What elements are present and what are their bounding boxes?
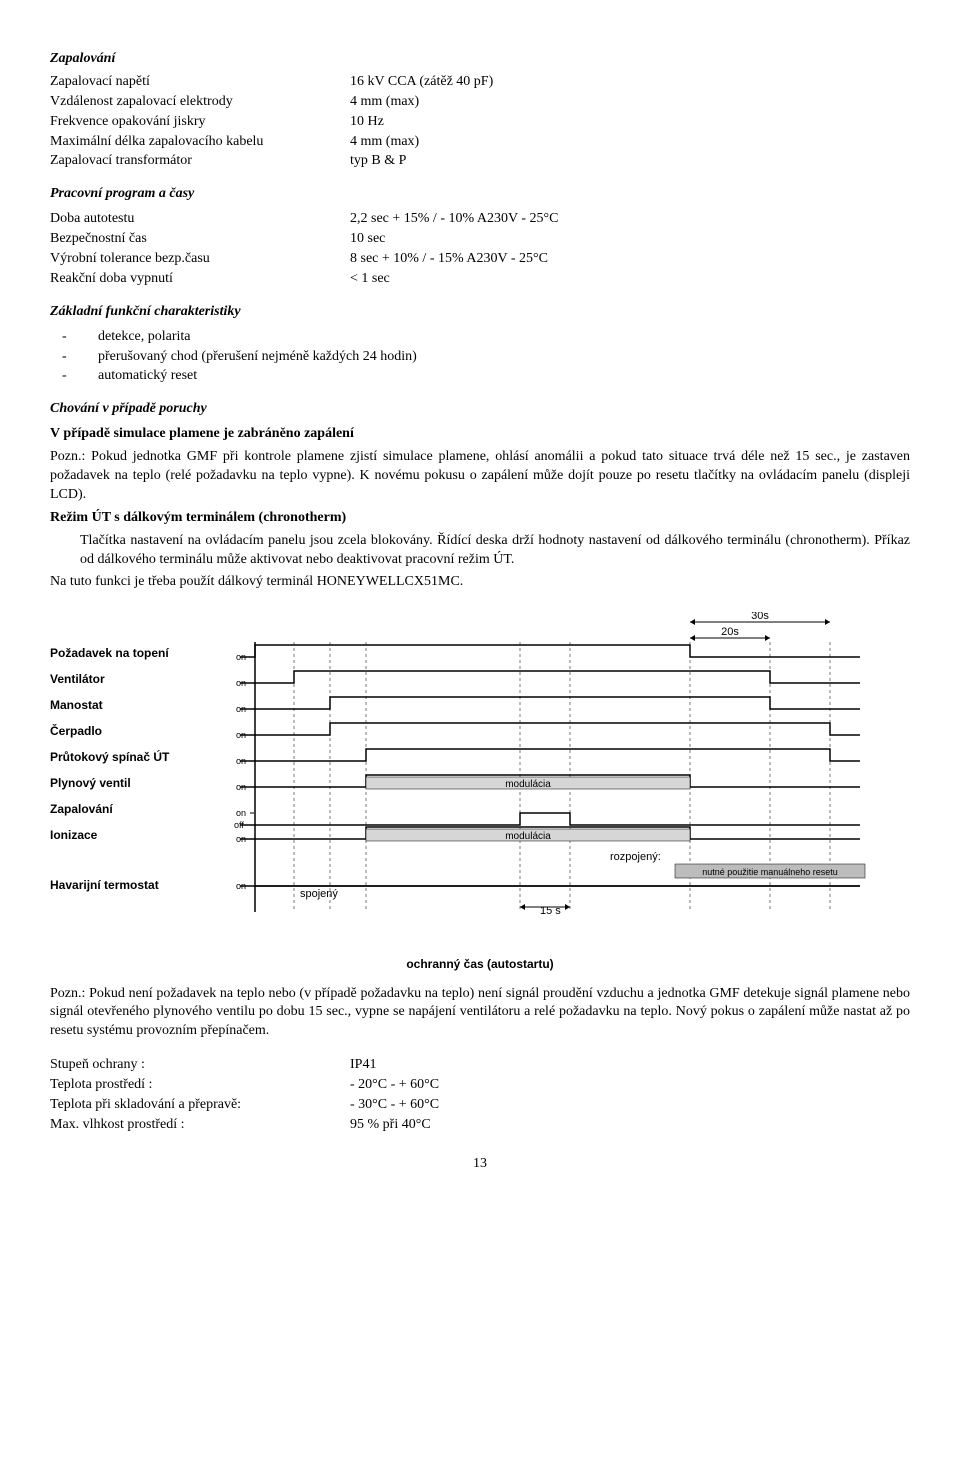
- list-item: automatický reset: [80, 367, 910, 386]
- kv-value: typ B & P: [350, 152, 910, 171]
- timing-label: Havarijní termostat: [50, 872, 225, 898]
- kv-value: 2,2 sec + 15% / - 10% A230V - 25°C: [350, 210, 910, 229]
- kv-value: 16 kV CCA (zátěž 40 pF): [350, 73, 910, 92]
- kv-label: Frekvence opakování jiskry: [50, 113, 350, 132]
- char-list: detekce, polaritapřerušovaný chod (přeru…: [80, 328, 910, 387]
- timing-label: Čerpadlo: [50, 718, 225, 744]
- kv-label: Zapalovací napětí: [50, 73, 350, 92]
- rezim-p2: Na tuto funkci je třeba použít dálkový t…: [50, 573, 910, 592]
- section-title-rezim: Režim ÚT s dálkovým terminálem (chronoth…: [50, 509, 910, 528]
- timing-label: Požadavek na topení: [50, 640, 225, 666]
- section-title-zapalovani: Zapalování: [50, 50, 910, 69]
- kv-value: 4 mm (max): [350, 133, 910, 152]
- kv-row: Frekvence opakování jiskry10 Hz: [50, 113, 910, 132]
- section-title-porucha: Chování v případě poruchy: [50, 400, 910, 419]
- kv-row: Max. vlhkost prostředí :95 % při 40°C: [50, 1116, 910, 1135]
- porucha-bold: V případě simulace plamene je zabráněno …: [50, 425, 910, 444]
- kv-row: Vzdálenost zapalovací elektrody4 mm (max…: [50, 93, 910, 112]
- kv-value: 8 sec + 10% / - 15% A230V - 25°C: [350, 250, 910, 269]
- svg-text:on: on: [236, 782, 246, 792]
- kv-row: Maximální délka zapalovacího kabelu4 mm …: [50, 133, 910, 152]
- kv-label: Doba autotestu: [50, 210, 350, 229]
- svg-text:on: on: [236, 881, 246, 891]
- kv-value: - 30°C - + 60°C: [350, 1096, 910, 1115]
- svg-text:on: on: [236, 834, 246, 844]
- kv-label: Bezpečnostní čas: [50, 230, 350, 249]
- kv-row: Teplota při skladování a přepravě:- 30°C…: [50, 1096, 910, 1115]
- timing-label: Manostat: [50, 692, 225, 718]
- svg-text:spojený: spojený: [300, 888, 338, 900]
- kv-label: Stupeň ochrany :: [50, 1056, 350, 1075]
- kv-value: IP41: [350, 1056, 910, 1075]
- kv-row: Bezpečnostní čas10 sec: [50, 230, 910, 249]
- kv-value: < 1 sec: [350, 270, 910, 289]
- kv-value: - 20°C - + 60°C: [350, 1076, 910, 1095]
- list-item: detekce, polarita: [80, 328, 910, 347]
- kv-row: Reakční doba vypnutí< 1 sec: [50, 270, 910, 289]
- timing-caption: ochranný čas (autostartu): [50, 956, 910, 972]
- kv-row: Zapalovací napětí16 kV CCA (zátěž 40 pF): [50, 73, 910, 92]
- kv-value: 95 % při 40°C: [350, 1116, 910, 1135]
- page-number: 13: [50, 1155, 910, 1174]
- svg-text:modulácia: modulácia: [505, 779, 551, 790]
- kv-label: Teplota při skladování a přepravě:: [50, 1096, 350, 1115]
- svg-text:nutné použitie manuálneho rese: nutné použitie manuálneho resetu: [702, 867, 838, 877]
- svg-text:on: on: [236, 704, 246, 714]
- kv-label: Reakční doba vypnutí: [50, 270, 350, 289]
- kv-value: 4 mm (max): [350, 93, 910, 112]
- footer-para: Pozn.: Pokud není požadavek na teplo neb…: [50, 985, 910, 1042]
- kv-label: Vzdálenost zapalovací elektrody: [50, 93, 350, 112]
- timing-label: Plynový ventil: [50, 770, 225, 796]
- svg-text:20s: 20s: [721, 626, 739, 638]
- kv-row: Výrobní tolerance bezp.času8 sec + 10% /…: [50, 250, 910, 269]
- timing-label: Ventilátor: [50, 666, 225, 692]
- timing-svg: 30s 20s on on on on on on on on on off modulácia modu…: [230, 612, 870, 932]
- svg-text:on: on: [236, 652, 246, 662]
- timing-label: Ionizace: [50, 822, 225, 848]
- timing-label: Zapalování: [50, 796, 225, 822]
- kv-label: Teplota prostředí :: [50, 1076, 350, 1095]
- kv-value: 10 Hz: [350, 113, 910, 132]
- list-item: přerušovaný chod (přerušení nejméně každ…: [80, 348, 910, 367]
- kv-row: Teplota prostředí :- 20°C - + 60°C: [50, 1076, 910, 1095]
- section-title-char: Základní funkční charakteristiky: [50, 303, 910, 322]
- kv-row: Zapalovací transformátortyp B & P: [50, 152, 910, 171]
- svg-text:off: off: [234, 820, 244, 830]
- svg-text:on: on: [236, 756, 246, 766]
- section-title-casy: Pracovní program a časy: [50, 185, 910, 204]
- kv-label: Zapalovací transformátor: [50, 152, 350, 171]
- porucha-text: Pozn.: Pokud jednotka GMF při kontrole p…: [50, 448, 910, 505]
- timing-diagram: Požadavek na topeníVentilátorManostatČer…: [50, 612, 910, 952]
- kv-label: Maximální délka zapalovacího kabelu: [50, 133, 350, 152]
- svg-text:on: on: [236, 678, 246, 688]
- rezim-p1: Tlačítka nastavení na ovládacím panelu j…: [50, 532, 910, 570]
- kv-label: Výrobní tolerance bezp.času: [50, 250, 350, 269]
- svg-text:rozpojený:: rozpojený:: [610, 851, 661, 863]
- kv-row: Stupeň ochrany :IP41: [50, 1056, 910, 1075]
- kv-value: 10 sec: [350, 230, 910, 249]
- svg-text:30s: 30s: [751, 612, 769, 622]
- timing-label: Průtokový spínač ÚT: [50, 744, 225, 770]
- kv-label: Max. vlhkost prostředí :: [50, 1116, 350, 1135]
- svg-text:modulácia: modulácia: [505, 831, 551, 842]
- kv-row: Doba autotestu2,2 sec + 15% / - 10% A230…: [50, 210, 910, 229]
- svg-text:on: on: [236, 730, 246, 740]
- svg-text:on: on: [236, 808, 246, 818]
